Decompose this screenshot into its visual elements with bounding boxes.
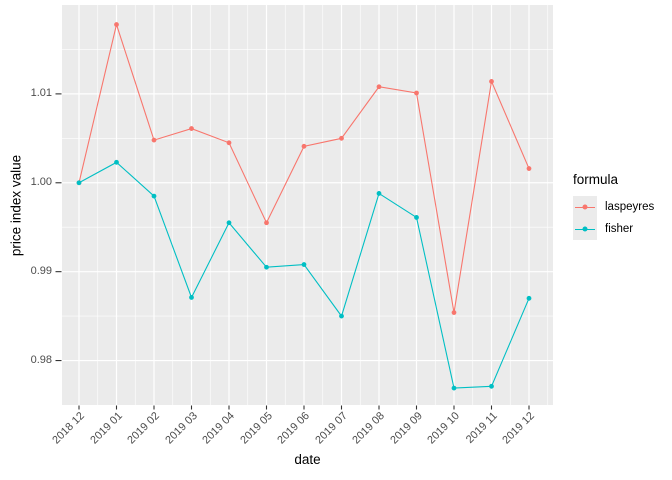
point-laspeyres-2019-11 [489, 79, 494, 84]
y-axis-title: price index value [8, 154, 24, 257]
legend-entries: laspeyres fisher [573, 196, 654, 240]
point-fisher-2019-12 [526, 295, 532, 301]
point-fisher-2019-05 [264, 264, 269, 270]
point-fisher-2019-08 [376, 191, 382, 196]
point-fisher-2019-01 [114, 159, 119, 165]
point-fisher-2019-04 [226, 220, 232, 226]
point-fisher-2019-09 [414, 215, 419, 220]
legend: formula laspeyres fisher [573, 172, 654, 240]
point-fisher-2019-03 [189, 295, 194, 300]
legend-key-dot [582, 226, 588, 232]
legend-key-fisher [573, 218, 597, 240]
y-tick-label: 0.98 [30, 354, 52, 367]
point-laspeyres-2019-10 [451, 310, 457, 315]
point-laspeyres-2019-01 [114, 22, 119, 27]
point-laspeyres-2019-04 [226, 140, 232, 146]
x-axis-title: date [294, 452, 321, 467]
point-laspeyres-2019-12 [526, 166, 532, 171]
point-fisher-2019-06 [301, 262, 307, 267]
point-laspeyres-2019-06 [301, 143, 307, 149]
legend-label-fisher: fisher [605, 223, 634, 235]
legend-label-laspeyres: laspeyres [605, 201, 655, 213]
point-laspeyres-2019-07 [339, 135, 344, 141]
point-fisher-2018-12 [76, 180, 82, 186]
legend-entry-fisher: fisher [573, 218, 654, 240]
y-tick-label: 0.99 [30, 265, 52, 278]
y-tick-label: 1.01 [30, 87, 52, 100]
legend-key-laspeyres [573, 196, 597, 218]
point-laspeyres-2019-08 [376, 84, 382, 90]
legend-key-dot [582, 204, 588, 210]
point-fisher-2019-07 [339, 313, 344, 319]
point-fisher-2019-11 [489, 383, 494, 389]
plot-panel [62, 5, 553, 405]
point-laspeyres-2019-09 [414, 90, 419, 96]
point-fisher-2019-02 [151, 193, 157, 199]
y-tick-label: 1.00 [30, 176, 52, 189]
point-fisher-2019-10 [451, 385, 457, 391]
legend-title: formula [573, 172, 619, 187]
point-laspeyres-2019-05 [264, 220, 269, 226]
legend-entry-laspeyres: laspeyres [573, 196, 654, 218]
point-laspeyres-2019-02 [151, 137, 157, 143]
point-laspeyres-2019-03 [189, 126, 194, 131]
